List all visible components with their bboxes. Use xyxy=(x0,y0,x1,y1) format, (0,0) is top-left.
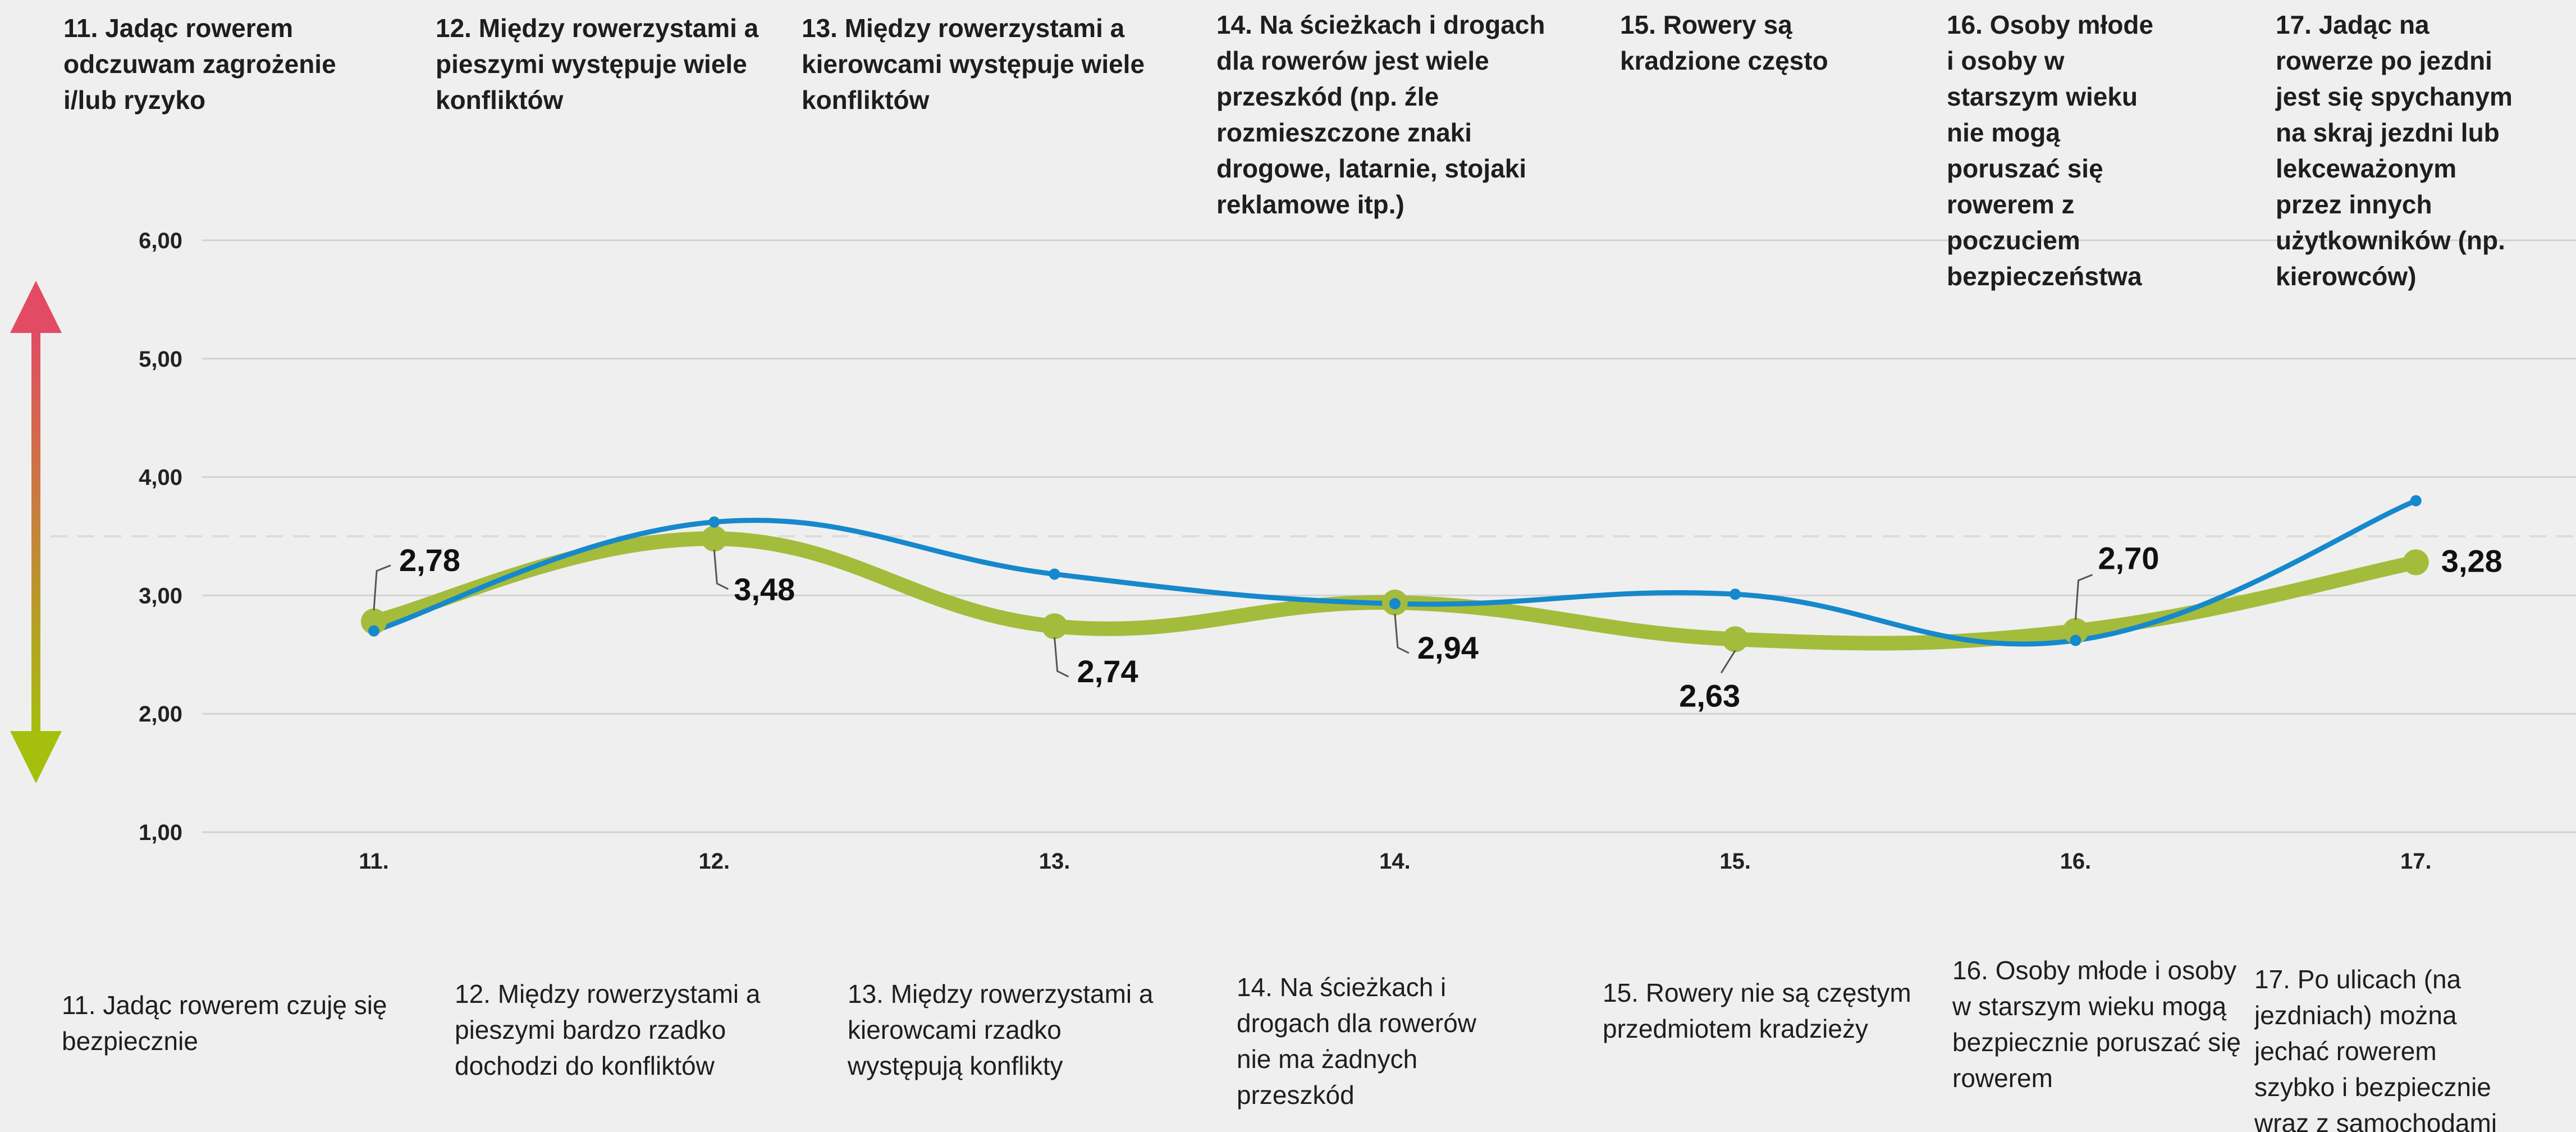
data-point-secondary xyxy=(368,625,379,637)
data-labels: 2,78 3,48 2,74 2,94 2,63 2,70 3,28 xyxy=(373,541,2502,713)
x-tick-label: 13. xyxy=(1039,849,1070,874)
data-label: 2,94 xyxy=(1417,630,1479,665)
label-leader-line xyxy=(373,564,391,610)
data-label: 3,28 xyxy=(2441,543,2502,578)
data-point-primary xyxy=(1041,613,1068,640)
y-tick-label: 2,00 xyxy=(139,702,182,727)
top-statement-12: 12. Między rowerzystami a pieszymi wystę… xyxy=(436,13,759,115)
data-point-secondary xyxy=(1049,568,1060,580)
x-tick-label: 16. xyxy=(2060,849,2092,874)
y-tick-label: 5,00 xyxy=(139,347,182,372)
top-statement-13: 13. Między rowerzystami a kierowcami wys… xyxy=(802,13,1145,115)
scale-arrow-up-icon xyxy=(10,281,62,333)
grid xyxy=(51,239,2576,833)
y-tick-label: 4,00 xyxy=(139,465,182,490)
data-label: 2,70 xyxy=(2098,541,2159,576)
data-point-secondary xyxy=(2410,495,2422,506)
label-leader-line xyxy=(1720,650,1736,674)
label-leader-line xyxy=(1394,613,1410,654)
scale-arrow-shaft xyxy=(31,328,40,738)
data-point-primary xyxy=(701,526,727,552)
data-point-primary xyxy=(2062,618,2089,644)
bottom-statement-16: 16. Osoby młode i osoby w starszym wieku… xyxy=(1952,956,2241,1093)
top-statement-17: 17. Jadąc na rowerze po jezdni jest się … xyxy=(2276,10,2513,291)
bottom-statement-15: 15. Rowery nie są częstym przedmiotem kr… xyxy=(1603,978,1911,1043)
bottom-statement-14: 14. Na ścieżkach i drogach dla rowerów n… xyxy=(1237,973,1477,1110)
scale-arrow xyxy=(10,281,62,783)
data-label: 2,74 xyxy=(1077,654,1138,689)
y-tick-label: 3,00 xyxy=(139,583,182,608)
data-point-primary xyxy=(1722,626,1749,652)
data-label: 2,63 xyxy=(1679,678,1740,713)
y-axis: 1,00 2,00 3,00 4,00 5,00 6,00 xyxy=(139,229,182,845)
data-point-primary xyxy=(361,608,387,635)
x-tick-label: 15. xyxy=(1719,849,1751,874)
data-point-primary xyxy=(2403,549,2429,576)
data-point-secondary xyxy=(1729,588,1741,600)
label-leader-line xyxy=(1054,637,1069,678)
scale-arrow-down-icon xyxy=(10,731,62,783)
top-statement-16: 16. Osoby młode i osoby w starszym wieku… xyxy=(1947,10,2154,291)
x-tick-label: 11. xyxy=(359,849,388,874)
data-point-secondary xyxy=(2070,635,2081,646)
label-leader-line xyxy=(713,550,729,590)
y-tick-label: 1,00 xyxy=(139,820,182,845)
top-statement-15: 15. Rowery są kradzione często xyxy=(1620,10,1828,75)
x-tick-label: 12. xyxy=(698,849,730,874)
bottom-statement-11: 11. Jadąc rowerem czuję się bezpiecznie xyxy=(62,990,387,1056)
x-axis: 11. 12. 13. 14. 15. 16. 17. xyxy=(359,849,2431,874)
bottom-statement-17: 17. Po ulicach (na jezdniach) można jech… xyxy=(2254,965,2497,1132)
x-tick-label: 14. xyxy=(1379,849,1411,874)
y-tick-label: 6,00 xyxy=(139,229,182,253)
top-statement-11: 11. Jadąc rowerem odczuwam zagrożenie i/… xyxy=(63,13,336,115)
data-point-secondary xyxy=(708,516,720,528)
label-leader-line xyxy=(2075,574,2093,620)
series xyxy=(361,495,2429,652)
top-statement-14: 14. Na ścieżkach i drogach dla rowerów j… xyxy=(1216,10,1545,219)
data-point-secondary xyxy=(1389,598,1401,610)
data-label: 2,78 xyxy=(399,542,460,578)
bottom-statement-13: 13. Między rowerzystami a kierowcami rza… xyxy=(848,979,1154,1080)
data-label: 3,48 xyxy=(734,572,795,607)
x-tick-label: 17. xyxy=(2400,849,2432,874)
bottom-statement-12: 12. Między rowerzystami a pieszymi bardz… xyxy=(455,979,761,1080)
